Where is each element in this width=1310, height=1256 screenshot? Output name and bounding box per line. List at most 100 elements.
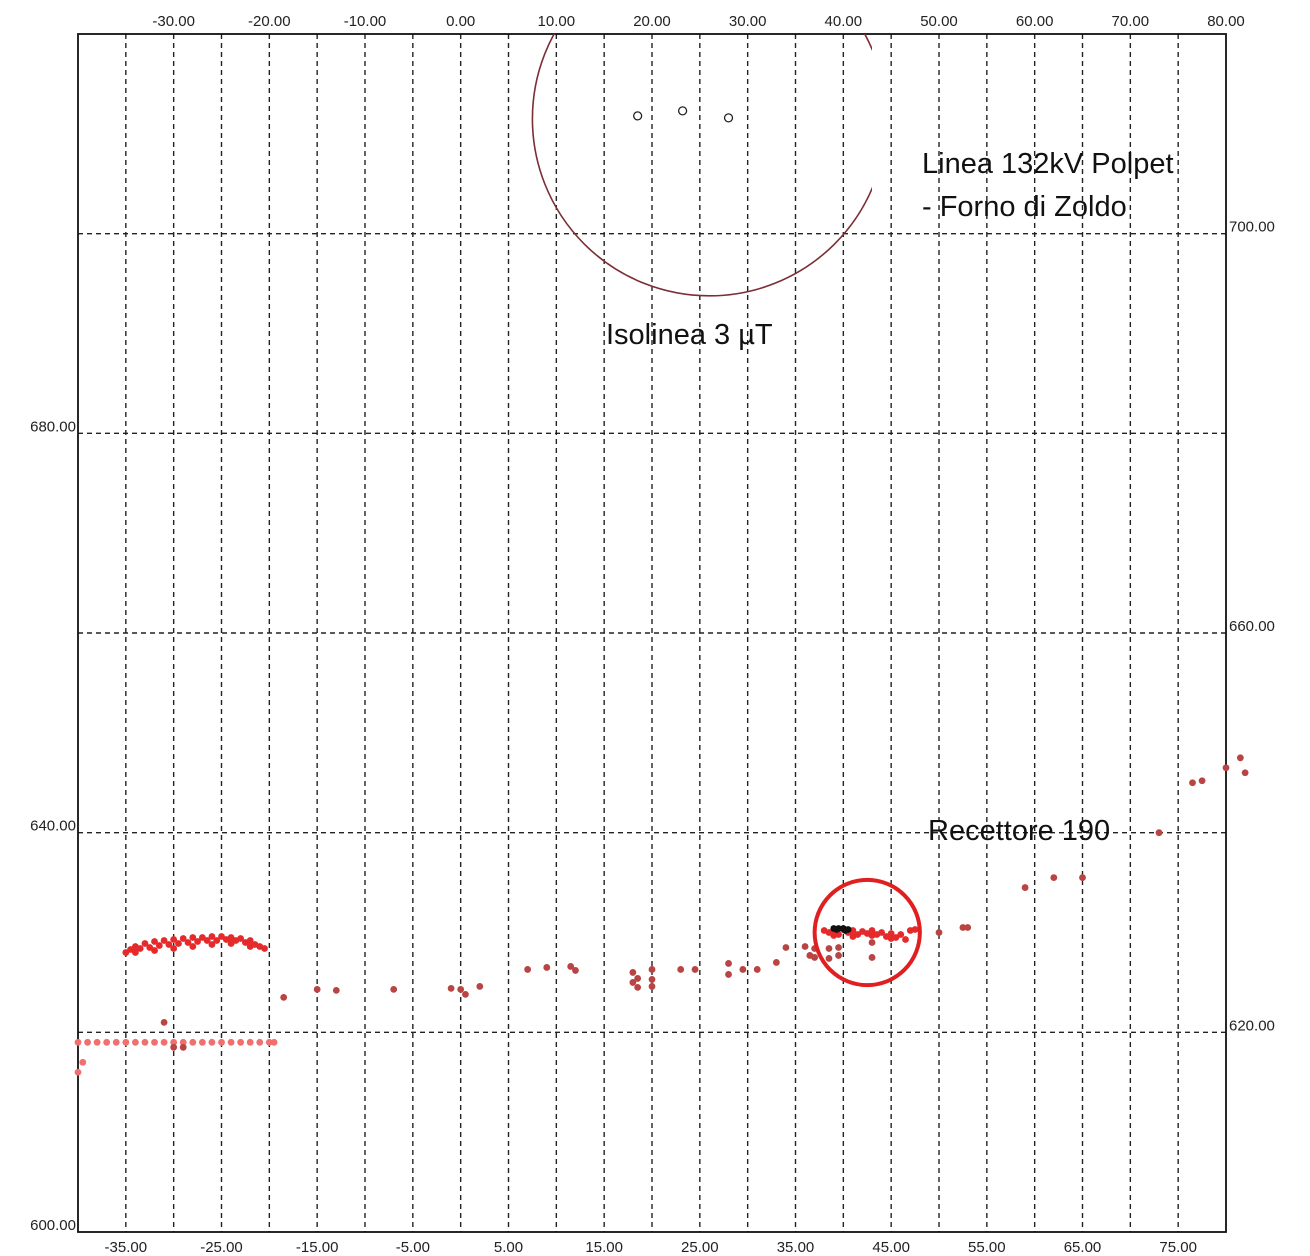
scatter-point [227, 1038, 235, 1046]
scatter-point [849, 933, 857, 940]
scatter-point [1222, 764, 1230, 772]
scatter-point [868, 939, 876, 946]
scatter-point [648, 966, 656, 973]
scatter-point [179, 1043, 187, 1051]
scatter-point [208, 941, 216, 948]
scatter-point [79, 1058, 87, 1066]
receptor-label: Recettore 190 [928, 815, 1110, 847]
isoline-layer [531, 34, 873, 297]
scatter-point [772, 959, 780, 966]
scatter-point [835, 944, 842, 951]
x-bottom-tick-label: 15.00 [585, 1239, 623, 1256]
scatter-point [151, 1038, 158, 1046]
scatter-point [753, 966, 761, 973]
scatter-point [332, 987, 340, 994]
scatter-point [160, 937, 168, 944]
scatter-point [833, 926, 841, 933]
scatter-point [170, 1043, 178, 1051]
scatter-point [1198, 777, 1206, 785]
scatter-point [1236, 754, 1244, 762]
scatter-point [868, 932, 876, 939]
scatter-point [179, 935, 187, 942]
axes [77, 33, 1227, 1233]
scatter-point [84, 1038, 91, 1046]
scatter-point [457, 986, 465, 993]
line-label-1: Linea 132kV Polpet [922, 148, 1174, 180]
scatter-point [825, 955, 833, 962]
scatter-point [141, 1038, 149, 1046]
scatter-point [959, 924, 967, 931]
x-top-tick-label: 50.00 [920, 13, 958, 30]
x-bottom-tick-label: 45.00 [872, 1239, 910, 1256]
scatter-point [170, 936, 178, 943]
scatter-point [189, 1038, 197, 1046]
scatter-point [964, 924, 972, 931]
x-top-tick-label: -30.00 [152, 13, 195, 30]
scatter-point [648, 983, 656, 990]
scatter-points [74, 754, 1249, 1076]
scatter-point [878, 929, 885, 936]
scatter-point [830, 932, 838, 939]
scatter-point [189, 943, 197, 950]
scatter-point [629, 969, 637, 976]
scatter-point [112, 1038, 120, 1046]
y-right-tick-label: 660.00 [1229, 618, 1275, 635]
scatter-point [313, 986, 321, 993]
scatter-point [265, 1038, 273, 1046]
y-left-tick-label: 640.00 [30, 818, 76, 835]
scatter-point [677, 966, 685, 973]
scatter-point [160, 1018, 168, 1026]
scatter-point [1079, 874, 1086, 881]
scatter-point [198, 1038, 206, 1046]
scatter-point [447, 985, 455, 992]
x-top-tick-label: 70.00 [1112, 13, 1150, 30]
scatter-point [524, 966, 532, 973]
x-top-tick-label: -10.00 [344, 13, 387, 30]
x-bottom-tick-label: -5.00 [396, 1239, 430, 1256]
x-bottom-tick-label: 65.00 [1064, 1239, 1102, 1256]
scatter-point [280, 993, 288, 1001]
scatter-point [567, 963, 575, 970]
annotations: Linea 132kV Polpet - Forno di Zoldo Isol… [606, 148, 1174, 847]
scatter-point [270, 1038, 278, 1046]
x-top-tick-label: 20.00 [633, 13, 671, 30]
scatter-point [868, 954, 876, 961]
x-bottom-tick-label: -35.00 [105, 1239, 148, 1256]
scatter-point [1241, 769, 1249, 777]
scatter-point [841, 927, 849, 934]
scatter-point [208, 1038, 216, 1046]
scatter-point [151, 938, 158, 945]
scatter-point [175, 940, 182, 947]
scatter-point [237, 1038, 245, 1046]
scatter-point [887, 935, 895, 942]
conductor-marker [677, 106, 688, 116]
y-right-tick-label: 620.00 [1229, 1017, 1275, 1034]
scatter-point [155, 942, 163, 949]
scatter-point [725, 960, 732, 967]
scatter-point [868, 927, 876, 934]
scatter-point [825, 945, 833, 952]
scatter-point [227, 940, 235, 947]
line-label-2: - Forno di Zoldo [922, 191, 1127, 223]
tick-labels: -30.00 -20.00 -10.00 0.00 10.00 20.00 30.00 40.… [30, 13, 1275, 1256]
scatter-point [648, 976, 656, 983]
x-bottom-tick-label: -15.00 [296, 1239, 339, 1256]
scatter-point [132, 1038, 139, 1046]
scatter-point [801, 943, 809, 950]
x-bottom-tick-label: 75.00 [1159, 1239, 1197, 1256]
scatter-point [629, 979, 637, 986]
scatter-point [1189, 779, 1196, 787]
scatter-point [572, 967, 579, 974]
x-top-tick-label: 60.00 [1016, 13, 1054, 30]
scatter-point [170, 1038, 178, 1046]
scatter-point [246, 937, 254, 944]
x-bottom-tick-label: 25.00 [681, 1239, 719, 1256]
scatter-point [136, 945, 144, 952]
scatter-point [189, 934, 197, 941]
scatter-point [103, 1038, 111, 1046]
scatter-point [170, 945, 178, 952]
x-top-tick-label: 0.00 [446, 13, 475, 30]
x-top-tick-label: 80.00 [1207, 13, 1245, 30]
